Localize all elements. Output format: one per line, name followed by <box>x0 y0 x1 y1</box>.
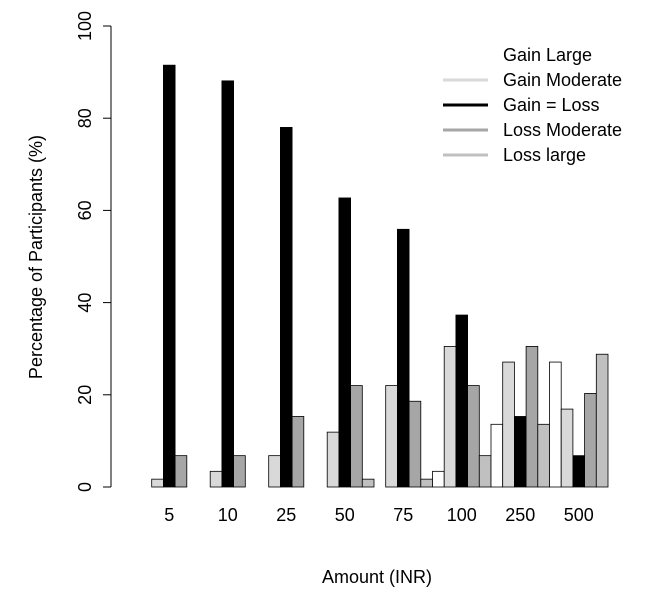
y-axis-label: Percentage of Participants (%) <box>26 135 46 379</box>
bar-50-gain-loss <box>338 197 351 488</box>
bar-100-gain-loss <box>455 314 468 488</box>
bar-5-gain-moderate <box>151 478 164 488</box>
legend-label: Gain = Loss <box>503 95 600 115</box>
bar-75-loss-large <box>420 478 433 488</box>
bar-50-loss-large <box>361 478 375 488</box>
legend-label: Gain Large <box>503 45 592 65</box>
bar-5-loss-moderate <box>174 455 188 488</box>
bar-250-gain-moderate <box>502 361 515 488</box>
bar-250-gain-large <box>490 423 504 488</box>
x-tick-label: 100 <box>447 505 477 525</box>
bar-100-gain-moderate <box>443 345 457 488</box>
bar-500-gain-moderate <box>560 408 574 488</box>
x-tick-label: 75 <box>393 505 413 525</box>
y-tick-label: 20 <box>75 385 95 405</box>
bar-10-gain-loss <box>221 80 234 488</box>
bar-10-loss-moderate <box>233 455 246 488</box>
bar-50-gain-moderate <box>326 431 340 488</box>
x-axis-label: Amount (INR) <box>322 567 432 587</box>
x-tick-label: 500 <box>564 505 594 525</box>
bar-75-loss-moderate <box>408 400 422 488</box>
legend: Gain Large Gain Moderate Gain = Loss Loss M… <box>443 45 622 165</box>
legend-label: Loss large <box>503 145 586 165</box>
legend-label: Loss Moderate <box>503 120 622 140</box>
bar-500-loss-moderate <box>584 393 597 488</box>
x-tick-labels: 5 10 25 50 75 100 250 500 <box>164 505 594 525</box>
bar-75-gain-loss <box>396 228 410 488</box>
y-tick-label: 40 <box>75 293 95 313</box>
x-tick-label: 50 <box>335 505 355 525</box>
x-tick-label: 10 <box>218 505 238 525</box>
legend-label: Gain Moderate <box>503 70 622 90</box>
y-axis: 0 20 40 60 80 100 <box>75 11 112 492</box>
bar-25-loss-moderate <box>291 416 305 488</box>
bar-5-gain-loss <box>162 64 176 488</box>
y-tick-label: 80 <box>75 108 95 128</box>
bar-250-loss-large <box>537 423 550 488</box>
bar-250-loss-moderate <box>525 345 539 488</box>
x-tick-label: 5 <box>164 505 174 525</box>
bar-50-loss-moderate <box>350 385 363 488</box>
bar-500-gain-loss <box>572 455 586 488</box>
bar-250-gain-loss <box>514 416 527 488</box>
bar-100-loss-moderate <box>467 385 480 488</box>
bar-100-gain-large <box>432 470 445 488</box>
bar-75-gain-moderate <box>385 385 398 488</box>
bar-500-loss-large <box>595 353 609 488</box>
bar-500-gain-large <box>549 361 562 488</box>
bar-25-gain-moderate <box>268 455 281 488</box>
x-tick-label: 250 <box>505 505 535 525</box>
bar-25-gain-loss <box>279 127 293 488</box>
bar-100-loss-large <box>478 455 492 488</box>
bar-10-gain-moderate <box>209 470 223 488</box>
y-tick-label: 100 <box>75 11 95 41</box>
x-tick-label: 25 <box>276 505 296 525</box>
y-tick-label: 60 <box>75 200 95 220</box>
y-tick-label: 0 <box>75 482 95 492</box>
bars <box>151 64 609 488</box>
